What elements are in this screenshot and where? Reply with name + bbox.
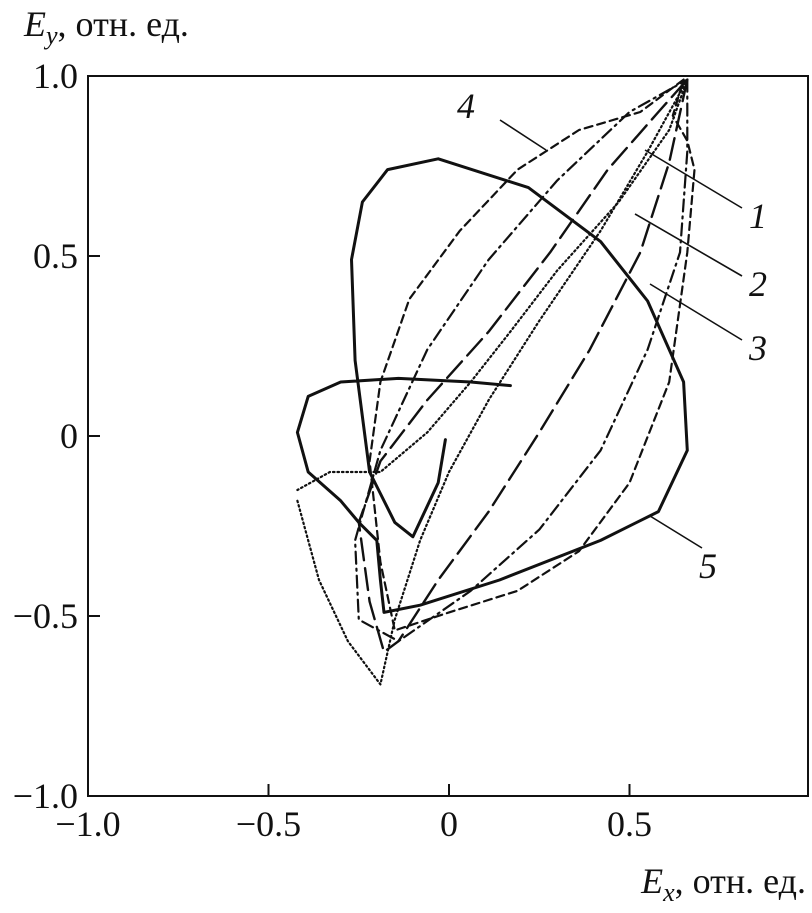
y-tick-label: −0.5 (13, 596, 78, 636)
y-axis-unit: , отн. ед. (58, 4, 189, 44)
series-label: 2 (749, 264, 767, 304)
y-tick-label: 1.0 (33, 56, 78, 96)
x-tick-label: 0.5 (607, 804, 652, 844)
leader-line (649, 283, 743, 341)
series-label: 3 (748, 328, 767, 368)
y-axis-label: Ey, отн. ед. (23, 4, 189, 50)
series-line (354, 78, 689, 643)
leader-line (649, 515, 703, 549)
series-label: 5 (699, 546, 717, 586)
series-line (295, 157, 689, 614)
series-label: 1 (749, 196, 767, 236)
leader-line (634, 213, 743, 277)
series-label: 4 (457, 86, 475, 126)
leader-line (499, 119, 547, 151)
x-tick-label: 0 (440, 804, 458, 844)
y-axis-subscript: y (43, 21, 58, 50)
x-axis-symbol: E (640, 861, 663, 901)
x-tick-label: −0.5 (236, 804, 301, 844)
series-line (357, 78, 689, 654)
y-axis-symbol: E (23, 4, 46, 44)
plot-frame (87, 75, 809, 797)
y-tick-label: 0.5 (33, 236, 78, 276)
y-tick-label: −1.0 (13, 776, 78, 816)
x-axis-subscript: x (662, 878, 675, 907)
y-tick-label: 0 (60, 416, 78, 456)
x-tick-label: −1.0 (55, 804, 120, 844)
series-line (368, 78, 696, 632)
x-axis-unit: , отн. ед. (675, 861, 806, 901)
x-axis-label: Ex, отн. ед. (640, 861, 806, 907)
